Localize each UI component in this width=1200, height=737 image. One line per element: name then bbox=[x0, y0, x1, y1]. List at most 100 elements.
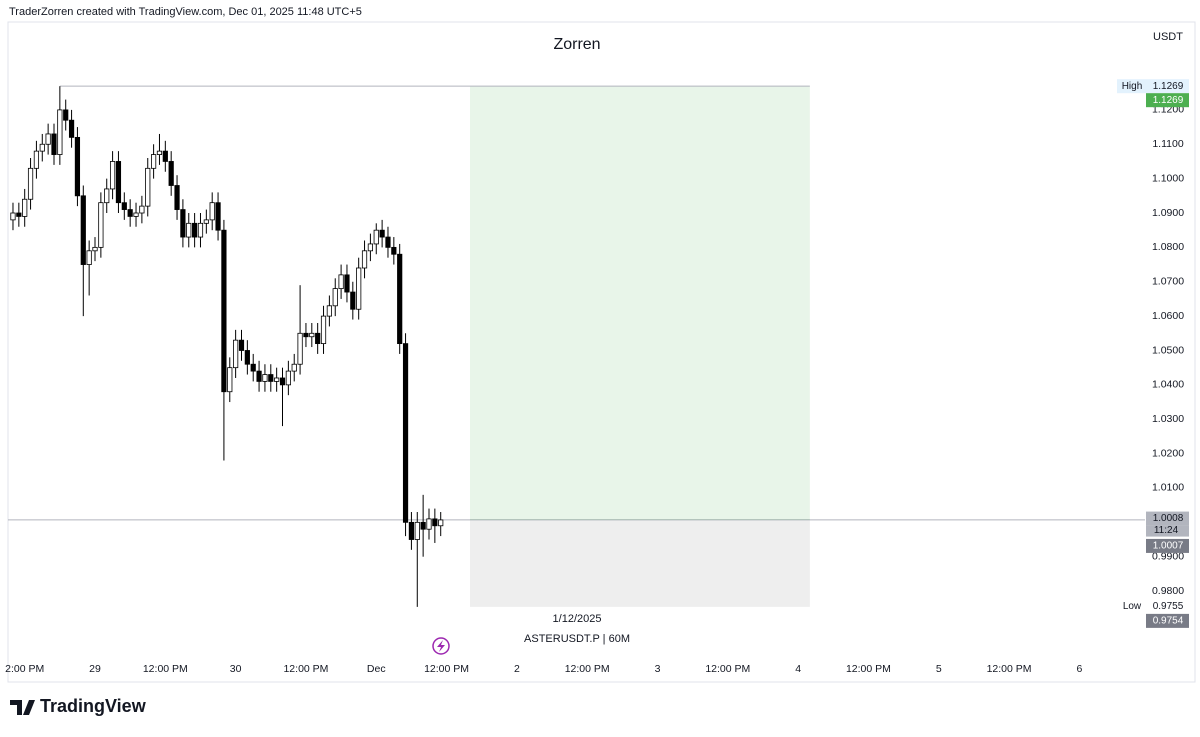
y-tick-label: 1.0100 bbox=[1152, 482, 1184, 494]
candle bbox=[197, 213, 204, 248]
candle-body bbox=[297, 332, 303, 365]
candle bbox=[98, 192, 104, 258]
candle bbox=[309, 322, 315, 348]
candle-body bbox=[139, 205, 145, 214]
candle-body bbox=[432, 518, 438, 527]
candle bbox=[420, 494, 426, 557]
candle-body bbox=[74, 136, 81, 197]
candle-body bbox=[379, 229, 385, 238]
candle bbox=[320, 305, 327, 354]
brand-logo[interactable]: TradingView bbox=[10, 696, 147, 716]
candle bbox=[151, 144, 157, 179]
candle-body bbox=[92, 246, 98, 252]
candle bbox=[238, 329, 245, 361]
candle bbox=[274, 367, 280, 392]
candle bbox=[262, 364, 268, 392]
candle bbox=[332, 278, 338, 317]
candle bbox=[350, 281, 356, 320]
price-label-bg bbox=[1146, 613, 1189, 628]
x-tick-label: 12:00 PM bbox=[143, 663, 188, 675]
candle bbox=[145, 158, 151, 217]
x-tick-label: 29 bbox=[89, 663, 101, 675]
candle-body bbox=[408, 521, 415, 540]
candle bbox=[10, 202, 16, 231]
candle bbox=[303, 322, 309, 348]
candle bbox=[127, 199, 133, 227]
loss-zone bbox=[470, 519, 810, 607]
candle-body bbox=[33, 150, 40, 169]
y-tick-label: 1.1100 bbox=[1152, 138, 1183, 150]
candle bbox=[268, 364, 274, 392]
candle-body bbox=[274, 377, 280, 382]
candle bbox=[397, 243, 403, 354]
countdown-bg bbox=[1146, 525, 1189, 537]
candle-body bbox=[127, 209, 133, 217]
candle bbox=[297, 285, 303, 375]
candle-body bbox=[227, 367, 233, 393]
price-label-bg bbox=[1146, 93, 1189, 108]
x-tick-label: 2 bbox=[514, 663, 520, 675]
y-tick-label: 1.0600 bbox=[1152, 310, 1184, 322]
candle-body bbox=[420, 521, 426, 530]
candle-body bbox=[256, 370, 262, 382]
candle bbox=[92, 237, 98, 262]
candle-body bbox=[68, 119, 75, 138]
y-tick-label: 1.0900 bbox=[1152, 207, 1184, 219]
candle-body bbox=[385, 236, 391, 248]
candle bbox=[291, 353, 297, 382]
y-tick-label: 0.9900 bbox=[1152, 550, 1184, 562]
candle-body bbox=[250, 363, 256, 372]
candle-body bbox=[233, 339, 239, 369]
candle-body bbox=[168, 161, 174, 186]
candle bbox=[115, 151, 122, 214]
x-tick-label: Dec bbox=[367, 663, 386, 675]
lightning-icon[interactable] bbox=[432, 637, 450, 655]
candle-body bbox=[109, 161, 116, 190]
candle-body bbox=[244, 350, 250, 365]
candle-body bbox=[356, 267, 362, 310]
candle bbox=[209, 192, 215, 231]
brand-name: TradingView bbox=[40, 696, 147, 716]
candle-body bbox=[145, 167, 151, 207]
y-tick-label: 1.0300 bbox=[1152, 413, 1184, 425]
y-tick-label: 1.0200 bbox=[1152, 447, 1184, 459]
chart-frame bbox=[7, 21, 1196, 683]
candle-body bbox=[156, 150, 163, 155]
candle-body bbox=[426, 518, 432, 530]
plot-area bbox=[8, 85, 1145, 607]
candle-body bbox=[39, 143, 45, 152]
candle-body bbox=[133, 212, 139, 217]
candle bbox=[373, 223, 379, 255]
candle-body bbox=[326, 305, 332, 317]
header: TraderZorren created with TradingView.co… bbox=[9, 6, 362, 18]
candle bbox=[109, 151, 116, 200]
candle-body bbox=[197, 222, 204, 238]
candle bbox=[402, 333, 409, 537]
x-tick-label: 3 bbox=[655, 663, 661, 675]
y-tick-label: 0.9800 bbox=[1152, 585, 1184, 597]
candle-body bbox=[338, 274, 344, 290]
candle bbox=[285, 360, 291, 396]
x-tick-label: 12:00 PM bbox=[705, 663, 750, 675]
candle bbox=[121, 192, 127, 220]
candle-body bbox=[162, 150, 168, 162]
high-marker-bg bbox=[1117, 79, 1189, 94]
candle-body bbox=[414, 521, 420, 540]
candle-body bbox=[391, 246, 397, 255]
candle bbox=[22, 188, 28, 227]
candle-body bbox=[121, 202, 127, 210]
high-marker-value: 1.1269 bbox=[1153, 81, 1184, 92]
y-tick-label: 1.0400 bbox=[1152, 379, 1184, 391]
candle-body bbox=[361, 250, 368, 269]
candle bbox=[180, 199, 186, 248]
low-marker-value: 0.9755 bbox=[1153, 601, 1184, 612]
candle bbox=[80, 185, 86, 317]
candle bbox=[74, 127, 81, 207]
candle bbox=[408, 512, 415, 550]
x-tick-label: 6 bbox=[1076, 663, 1082, 675]
y-tick-label: 1.0500 bbox=[1152, 344, 1184, 356]
x-tick-label: 5 bbox=[936, 663, 942, 675]
candle bbox=[68, 109, 75, 148]
candle-body bbox=[350, 291, 356, 310]
